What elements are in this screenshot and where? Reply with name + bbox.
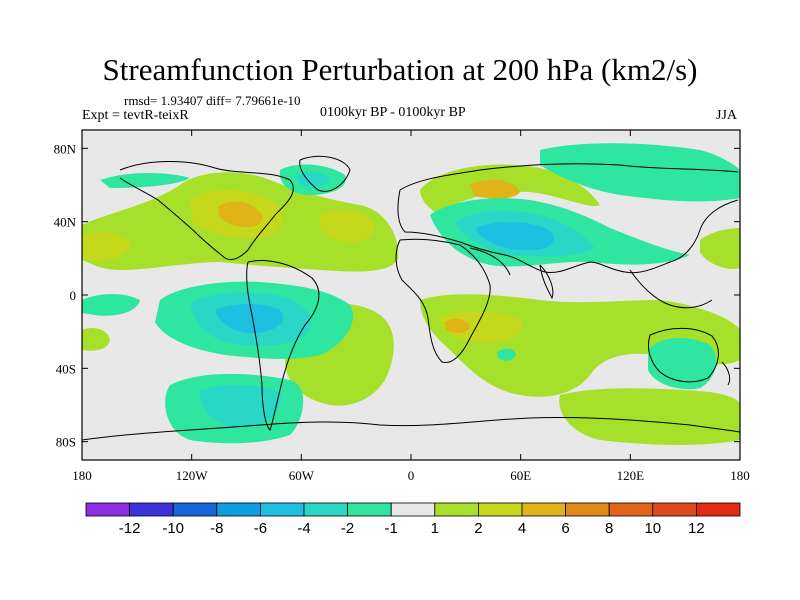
period-label: 0100kyr BP - 0100kyr BP bbox=[320, 105, 466, 120]
x-tick-label: 120W bbox=[176, 468, 209, 483]
colorbar: -12 -10 -8 -6 -4 -2 -1 1 2 4 6 8 10 12 bbox=[85, 502, 741, 537]
y-tick-label: 80N bbox=[54, 141, 77, 156]
contour-negative-arctic bbox=[100, 173, 190, 188]
contour-positive-eastasia bbox=[700, 228, 740, 269]
coast-southeast-asia bbox=[629, 269, 713, 309]
coast-antarctica bbox=[82, 416, 740, 441]
contour-negative-pacific bbox=[82, 294, 140, 316]
season-label: JJA bbox=[716, 108, 738, 123]
colorbar-label: 10 bbox=[644, 520, 661, 537]
coast-north-america bbox=[119, 161, 294, 261]
colorbar-label: 2 bbox=[474, 520, 482, 537]
colorbar-label: -10 bbox=[162, 520, 184, 537]
colorbar-box bbox=[259, 502, 305, 517]
contour-positive-sw-pacific bbox=[82, 328, 110, 351]
x-tick-label: 60E bbox=[510, 468, 531, 483]
x-tick-label: 0 bbox=[408, 468, 415, 483]
rmsd-diff-stats: rmsd= 1.93407 diff= 7.79661e-10 bbox=[124, 93, 301, 108]
colorbar-box bbox=[129, 502, 174, 517]
x-tick-label: 180 bbox=[730, 468, 750, 483]
contour-negative-small bbox=[497, 348, 516, 361]
colorbar-box bbox=[390, 502, 436, 517]
colorbar-box bbox=[216, 502, 261, 517]
contour-negative-australia bbox=[648, 338, 717, 390]
colorbar-label: 8 bbox=[605, 520, 613, 537]
colorbar-label: -8 bbox=[210, 520, 223, 537]
colorbar-label: -2 bbox=[341, 520, 354, 537]
coast-south-america bbox=[246, 260, 320, 431]
contour-negative-sa-core bbox=[215, 304, 284, 334]
colorbar-box bbox=[652, 502, 697, 517]
colorbar-box bbox=[303, 502, 348, 517]
colorbar-box bbox=[608, 502, 654, 517]
coast-europe-asia bbox=[397, 163, 739, 274]
coast-africa bbox=[395, 238, 491, 364]
colorbar-box bbox=[521, 502, 566, 517]
colorbar-label: -12 bbox=[119, 520, 141, 537]
contour-negative-eurasia-core bbox=[475, 222, 554, 251]
x-axis: 180 120W 60W 0 60E 120E 180 bbox=[72, 130, 750, 483]
colorbar-box bbox=[434, 502, 479, 517]
coastlines bbox=[82, 155, 740, 441]
contour-positive-southern-ocean bbox=[559, 388, 740, 445]
y-tick-label: 80S bbox=[56, 435, 76, 450]
coast-arabia-india bbox=[469, 247, 554, 300]
colorbar-label: 4 bbox=[518, 520, 526, 537]
colorbar-box bbox=[696, 502, 741, 517]
contour-positive-nh-core bbox=[218, 201, 263, 228]
x-tick-label: 60W bbox=[289, 468, 315, 483]
colorbar-label: -1 bbox=[385, 520, 398, 537]
contour-positive-west bbox=[82, 232, 131, 261]
colorbar-label: -6 bbox=[254, 520, 267, 537]
colorbar-label: 12 bbox=[688, 520, 705, 537]
contour-positive-indian-core bbox=[445, 318, 470, 334]
y-tick-label: 40S bbox=[56, 361, 76, 376]
colorbar-box bbox=[477, 502, 523, 517]
contour-positive-atlantic bbox=[318, 209, 375, 243]
plot-title: Streamfunction Perturbation at 200 hPa (… bbox=[102, 52, 698, 87]
contour-negative-arctic-east bbox=[540, 143, 740, 202]
colorbar-label: 6 bbox=[561, 520, 569, 537]
y-tick-label: 0 bbox=[70, 288, 77, 303]
colorbar-box bbox=[172, 502, 218, 517]
colorbar-box bbox=[85, 502, 130, 517]
contour-negative-sat-core bbox=[200, 384, 281, 428]
coast-nz bbox=[721, 361, 731, 386]
colorbar-box bbox=[347, 502, 392, 517]
y-axis: 80N 40N 0 40S 80S bbox=[54, 141, 740, 450]
x-tick-label: 120E bbox=[617, 468, 645, 483]
experiment-label: Expt = tevtR-teixR bbox=[82, 108, 189, 123]
coast-greenland bbox=[299, 155, 351, 192]
x-tick-label: 180 bbox=[72, 468, 92, 483]
colorbar-box bbox=[565, 502, 610, 517]
colorbar-label: -4 bbox=[297, 520, 310, 537]
contour-fields bbox=[82, 143, 740, 445]
y-tick-label: 40N bbox=[54, 215, 77, 230]
colorbar-label: 1 bbox=[431, 520, 439, 537]
contour-positive-eurasia-core bbox=[470, 179, 520, 199]
coast-australia bbox=[647, 327, 719, 383]
